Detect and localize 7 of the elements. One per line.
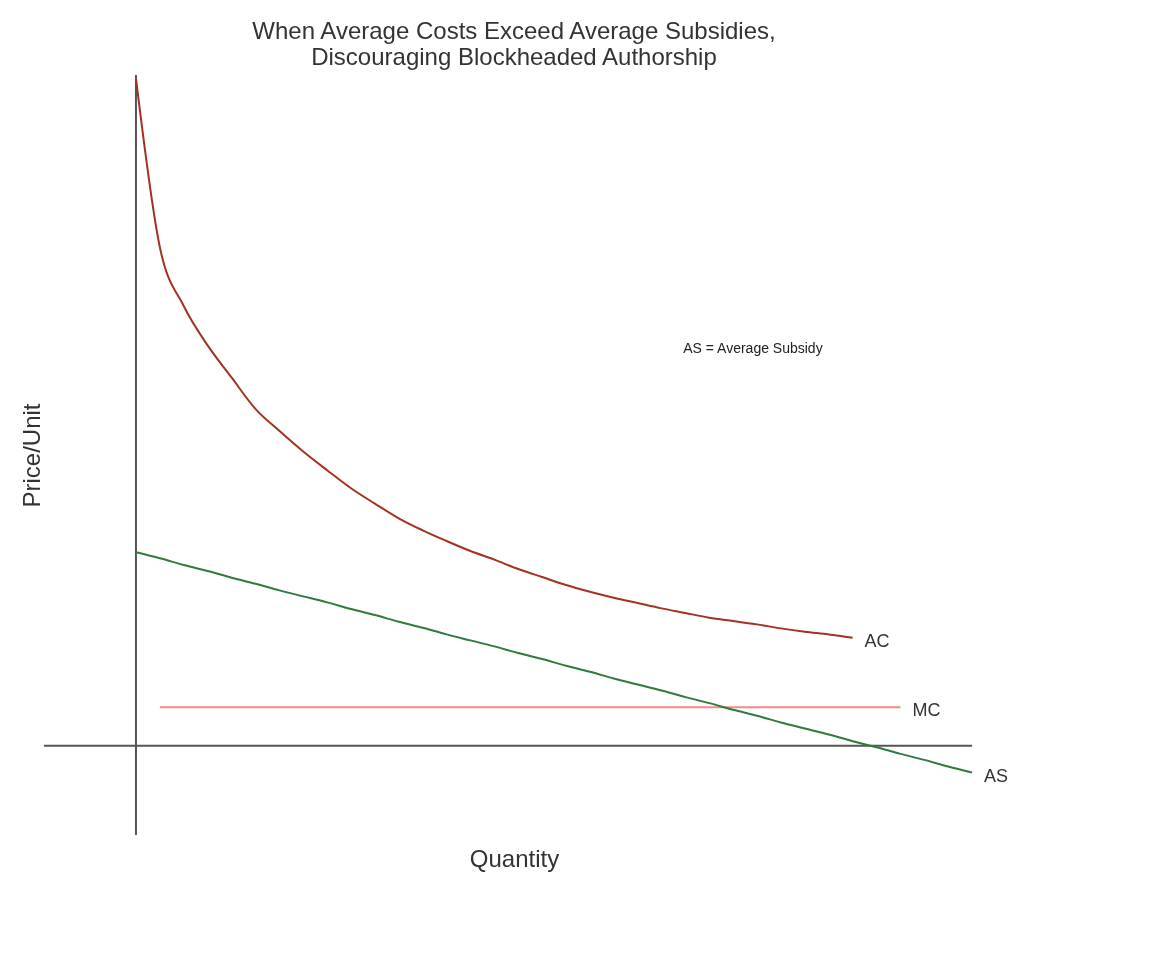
annotation: AS = Average Subsidy [683,339,823,356]
series-label: MC [912,700,941,721]
x-axis-title: Quantity [469,844,560,872]
chart-title: When Average Costs Exceed Average Subsidies, Discouraging Blockheaded Authorship [252,17,776,70]
series-label: AS [984,765,1009,786]
series-label: AC [864,630,890,651]
y-axis-title: Price/Unit [17,403,45,508]
